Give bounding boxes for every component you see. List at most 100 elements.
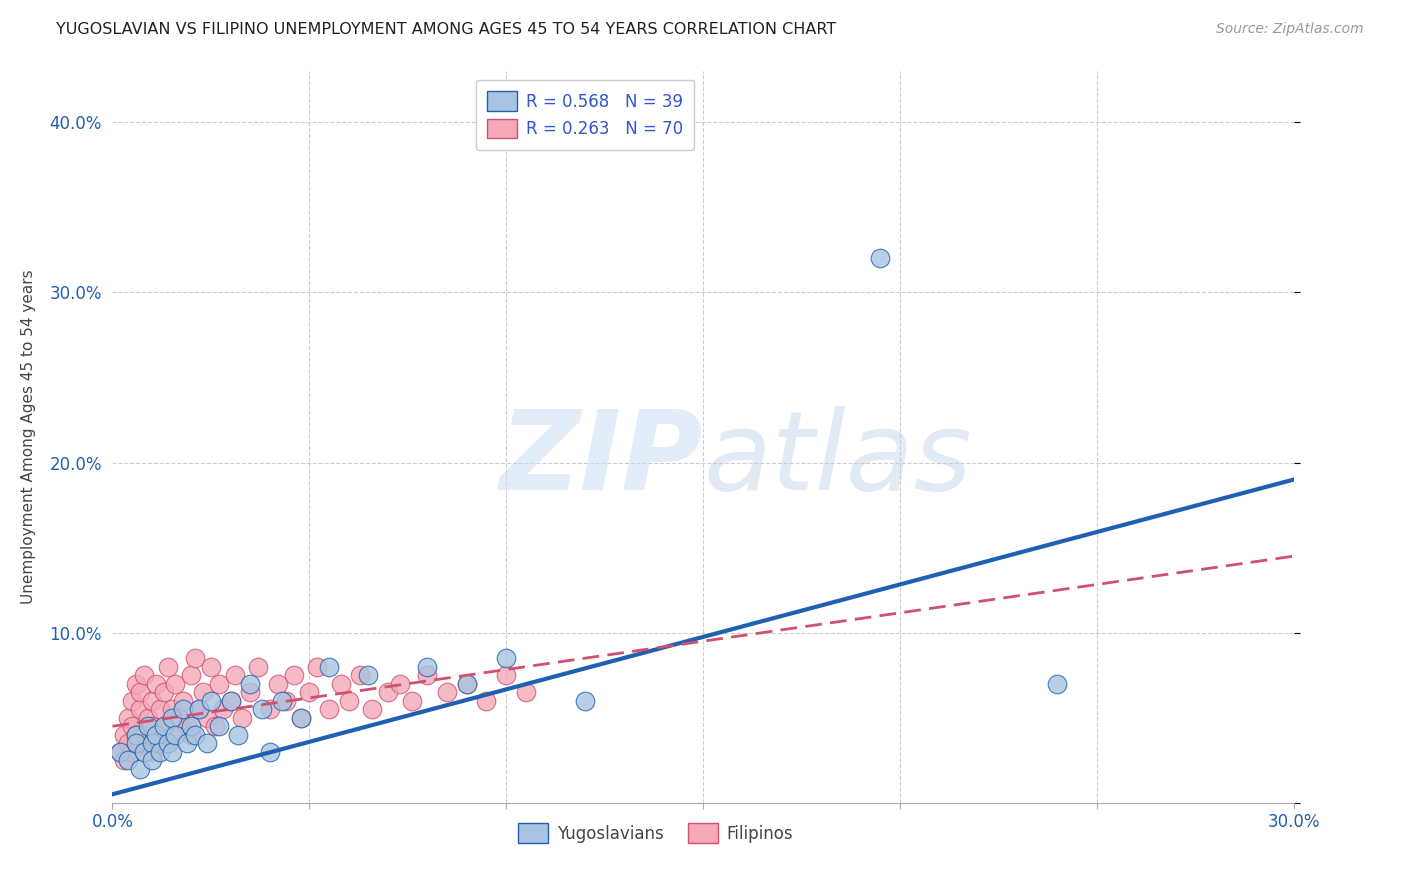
Point	[141, 719, 163, 733]
Point	[149, 736, 172, 750]
Point	[211, 702, 233, 716]
Point	[416, 659, 439, 673]
Point	[160, 728, 183, 742]
Point	[228, 728, 250, 742]
Point	[136, 711, 159, 725]
Text: atlas: atlas	[703, 406, 972, 513]
Point	[495, 668, 517, 682]
Point	[208, 719, 231, 733]
Point	[184, 651, 207, 665]
Point	[200, 659, 222, 673]
Point	[121, 719, 143, 733]
Point	[112, 728, 135, 742]
Point	[239, 677, 262, 691]
Point	[141, 753, 163, 767]
Point	[117, 736, 139, 750]
Point	[267, 677, 290, 691]
Point	[329, 677, 352, 691]
Point	[290, 711, 312, 725]
Point	[129, 685, 152, 699]
Point	[141, 745, 163, 759]
Point	[224, 668, 246, 682]
Point	[180, 668, 202, 682]
Point	[110, 745, 132, 759]
Text: Source: ZipAtlas.com: Source: ZipAtlas.com	[1216, 22, 1364, 37]
Point	[165, 728, 187, 742]
Text: ZIP: ZIP	[499, 406, 703, 513]
Point	[129, 702, 152, 716]
Point	[456, 677, 478, 691]
Point	[274, 694, 297, 708]
Point	[188, 702, 211, 716]
Point	[110, 745, 132, 759]
Point	[250, 702, 273, 716]
Point	[436, 685, 458, 699]
Point	[152, 719, 174, 733]
Point	[298, 685, 321, 699]
Point	[270, 694, 292, 708]
Point	[160, 711, 183, 725]
Point	[121, 694, 143, 708]
Point	[132, 728, 155, 742]
Point	[117, 711, 139, 725]
Point	[129, 736, 152, 750]
Point	[145, 728, 167, 742]
Legend: Yugoslavians, Filipinos: Yugoslavians, Filipinos	[512, 817, 800, 849]
Point	[247, 659, 270, 673]
Point	[125, 677, 148, 691]
Point	[361, 702, 384, 716]
Point	[259, 702, 281, 716]
Point	[156, 736, 179, 750]
Point	[136, 736, 159, 750]
Point	[195, 711, 218, 725]
Point	[475, 694, 498, 708]
Point	[152, 685, 174, 699]
Point	[283, 668, 305, 682]
Point	[208, 677, 231, 691]
Point	[191, 685, 214, 699]
Point	[188, 702, 211, 716]
Point	[145, 728, 167, 742]
Point	[121, 745, 143, 759]
Point	[456, 677, 478, 691]
Point	[401, 694, 423, 708]
Point	[180, 719, 202, 733]
Point	[1046, 677, 1069, 691]
Point	[259, 745, 281, 759]
Point	[204, 719, 226, 733]
Point	[231, 711, 253, 725]
Point	[160, 702, 183, 716]
Point	[219, 694, 242, 708]
Point	[112, 753, 135, 767]
Point	[149, 745, 172, 759]
Point	[200, 694, 222, 708]
Point	[495, 651, 517, 665]
Point	[156, 736, 179, 750]
Point	[515, 685, 537, 699]
Point	[195, 736, 218, 750]
Point	[416, 668, 439, 682]
Point	[574, 694, 596, 708]
Point	[219, 694, 242, 708]
Point	[132, 668, 155, 682]
Point	[125, 728, 148, 742]
Point	[307, 659, 329, 673]
Point	[176, 736, 198, 750]
Point	[172, 702, 194, 716]
Point	[152, 719, 174, 733]
Y-axis label: Unemployment Among Ages 45 to 54 years: Unemployment Among Ages 45 to 54 years	[21, 269, 35, 605]
Text: YUGOSLAVIAN VS FILIPINO UNEMPLOYMENT AMONG AGES 45 TO 54 YEARS CORRELATION CHART: YUGOSLAVIAN VS FILIPINO UNEMPLOYMENT AMO…	[56, 22, 837, 37]
Point	[176, 719, 198, 733]
Point	[318, 659, 340, 673]
Point	[357, 668, 380, 682]
Point	[136, 719, 159, 733]
Point	[337, 694, 360, 708]
Point	[141, 736, 163, 750]
Point	[318, 702, 340, 716]
Point	[129, 762, 152, 776]
Point	[377, 685, 399, 699]
Point	[169, 711, 191, 725]
Point	[145, 677, 167, 691]
Point	[290, 711, 312, 725]
Point	[165, 677, 187, 691]
